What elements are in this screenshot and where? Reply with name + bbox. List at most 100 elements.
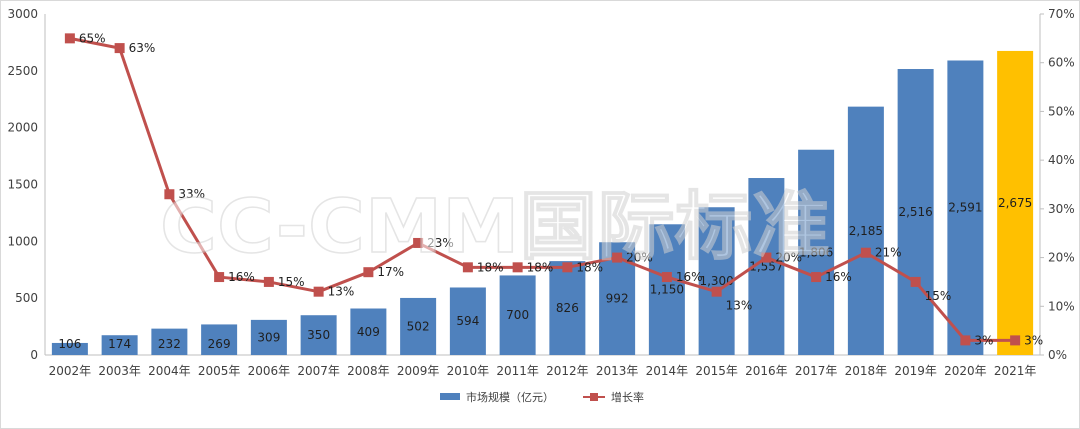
bar-value-label: 309 [257, 330, 280, 344]
rate-value-label: 13% [328, 285, 355, 299]
y-right-tick-label: 70% [1048, 7, 1075, 21]
y-left-tick-label: 0 [30, 348, 38, 362]
y-left-tick-label: 2500 [7, 64, 38, 78]
legend-line-marker [590, 393, 598, 401]
rate-point [860, 247, 871, 258]
bar-value-label: 1,300 [699, 274, 733, 288]
rate-point [462, 262, 473, 273]
y-right-tick-label: 40% [1048, 153, 1075, 167]
rate-value-label: 16% [228, 270, 255, 284]
bar-value-label: 409 [357, 325, 380, 339]
bar-value-label: 502 [407, 319, 430, 333]
y-right-tick-label: 20% [1048, 251, 1075, 265]
bar [997, 50, 1034, 356]
bar-value-label: 2,516 [898, 205, 932, 219]
bar [300, 315, 337, 355]
rate-point [413, 237, 424, 248]
rate-value-label: 23% [427, 236, 454, 250]
x-tick-label: 2004年 [148, 364, 191, 378]
rate-point [811, 272, 822, 283]
y-left-tick-label: 2000 [7, 121, 38, 135]
bar [449, 287, 486, 355]
x-tick-label: 2006年 [248, 364, 291, 378]
x-tick-label: 2020年 [944, 364, 987, 378]
rate-value-label: 18% [527, 260, 554, 274]
bar [201, 324, 238, 355]
x-tick-label: 2021年 [994, 364, 1037, 378]
rate-point [164, 189, 175, 200]
rate-point [363, 267, 374, 278]
bar-value-label: 2,185 [849, 224, 883, 238]
watermark: CC-CMM国际标准 [160, 184, 830, 270]
y-right-tick-label: 0% [1048, 348, 1067, 362]
rate-value-label: 20% [775, 251, 802, 265]
bar [648, 224, 685, 355]
rate-point [512, 262, 523, 273]
rate-point [661, 272, 672, 283]
bar [350, 308, 387, 355]
x-tick-label: 2012年 [546, 364, 589, 378]
y-right-tick-label: 60% [1048, 56, 1075, 70]
rate-point [214, 272, 225, 283]
rate-point [64, 33, 75, 44]
legend-bar-label: 市场规模（亿元） [466, 390, 554, 404]
rate-point [114, 43, 125, 54]
rate-line-series [64, 33, 1021, 346]
y-left-tick-label: 1500 [7, 178, 38, 192]
bar-value-label: 594 [456, 314, 479, 328]
bar [151, 328, 188, 355]
x-tick-label: 2018年 [845, 364, 888, 378]
rate-point [612, 252, 623, 263]
rate-value-label: 65% [79, 31, 106, 45]
rate-point [711, 286, 722, 297]
bar-value-label: 700 [506, 308, 529, 322]
y-right-tick-label: 10% [1048, 299, 1075, 313]
y-left-tick-label: 1000 [7, 234, 38, 248]
bar-value-label: 2,675 [998, 196, 1032, 210]
x-tick-label: 2013年 [596, 364, 639, 378]
x-tick-label: 2014年 [646, 364, 689, 378]
legend-bar-swatch [440, 393, 460, 400]
rate-value-label: 21% [875, 246, 902, 260]
bar [250, 319, 287, 355]
rate-point [313, 286, 324, 297]
rate-line [69, 36, 1016, 342]
bar [897, 69, 934, 356]
rate-point [263, 276, 274, 287]
x-tick-label: 2009年 [397, 364, 440, 378]
y-right-tick-label: 50% [1048, 104, 1075, 118]
bar [400, 297, 437, 355]
rate-value-label: 17% [377, 265, 404, 279]
rate-point [761, 252, 772, 263]
x-tick-label: 2010年 [447, 364, 490, 378]
rate-value-label: 63% [129, 41, 156, 55]
x-tick-label: 2016年 [745, 364, 788, 378]
legend-line-label: 增长率 [611, 390, 644, 404]
bar-value-label: 992 [606, 292, 629, 306]
bar-value-label: 350 [307, 328, 330, 342]
rate-value-label: 16% [825, 270, 852, 284]
bar [698, 207, 735, 355]
bar-series [51, 50, 1034, 356]
bar [549, 261, 586, 355]
x-tick-label: 2002年 [49, 364, 92, 378]
bar-value-label: 2,591 [948, 201, 982, 215]
bar-value-label: 106 [58, 337, 81, 351]
bar-value-label: 1,150 [650, 283, 684, 297]
bar-value-label: 1,806 [799, 245, 833, 259]
bar [51, 342, 88, 355]
rate-value-label: 15% [925, 289, 952, 303]
bar [947, 60, 984, 356]
y-left-tick-label: 3000 [7, 7, 38, 21]
bar [101, 335, 138, 355]
rate-value-label: 33% [178, 187, 205, 201]
rate-value-label: 16% [676, 270, 703, 284]
legend: 市场规模（亿元） 增长率 [440, 390, 644, 404]
x-tick-label: 2008年 [347, 364, 390, 378]
rate-point [910, 276, 921, 287]
x-tick-label: 2007年 [297, 364, 340, 378]
rate-value-label: 3% [1024, 333, 1043, 347]
y-right-tick-label: 30% [1048, 202, 1075, 216]
x-tick-label: 2015年 [695, 364, 738, 378]
